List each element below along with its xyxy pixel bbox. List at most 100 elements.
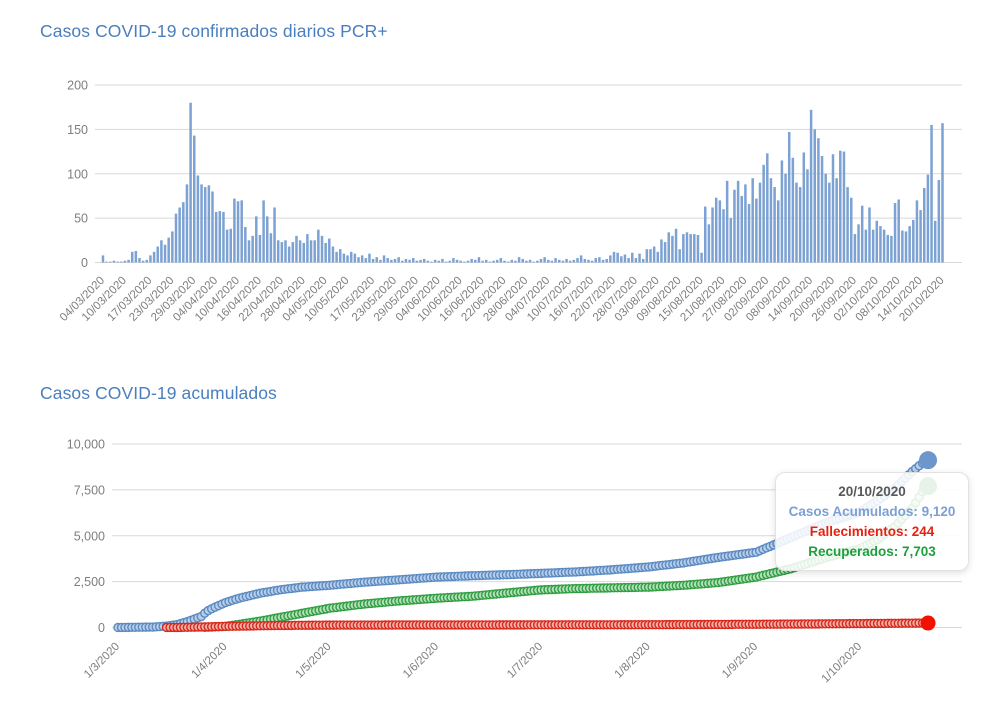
- bar[interactable]: [262, 200, 265, 263]
- bar[interactable]: [506, 261, 510, 263]
- bar[interactable]: [795, 182, 798, 263]
- bar[interactable]: [171, 231, 174, 263]
- bar[interactable]: [236, 201, 240, 263]
- bar[interactable]: [660, 239, 663, 263]
- bar[interactable]: [678, 249, 681, 263]
- bar[interactable]: [693, 234, 696, 263]
- bar[interactable]: [353, 253, 357, 263]
- bar[interactable]: [700, 252, 703, 263]
- bar[interactable]: [758, 182, 762, 263]
- bar[interactable]: [813, 129, 817, 263]
- bar[interactable]: [317, 229, 320, 263]
- bar[interactable]: [886, 234, 890, 263]
- bar[interactable]: [474, 259, 477, 263]
- bar[interactable]: [572, 259, 576, 263]
- bar[interactable]: [163, 244, 167, 263]
- bar[interactable]: [463, 261, 466, 263]
- bar[interactable]: [459, 260, 462, 263]
- bar[interactable]: [609, 255, 612, 263]
- end-marker-fallecimientos[interactable]: [920, 615, 936, 631]
- bar[interactable]: [747, 203, 751, 263]
- bar[interactable]: [514, 260, 517, 263]
- bar[interactable]: [528, 259, 532, 263]
- bar[interactable]: [605, 258, 608, 263]
- bar[interactable]: [820, 156, 824, 263]
- bar[interactable]: [857, 224, 860, 263]
- bar[interactable]: [255, 216, 258, 263]
- bar[interactable]: [331, 246, 335, 263]
- bar[interactable]: [824, 173, 827, 263]
- bar[interactable]: [149, 255, 152, 263]
- bar[interactable]: [167, 237, 170, 263]
- bar[interactable]: [244, 227, 247, 263]
- bar[interactable]: [755, 198, 758, 263]
- bar[interactable]: [685, 232, 689, 263]
- bar[interactable]: [784, 173, 787, 263]
- bar[interactable]: [612, 251, 616, 263]
- bar[interactable]: [101, 255, 105, 263]
- bar[interactable]: [864, 229, 868, 263]
- bar[interactable]: [766, 153, 769, 263]
- bar[interactable]: [335, 251, 338, 263]
- bar[interactable]: [904, 231, 908, 263]
- bar[interactable]: [200, 184, 203, 263]
- bar[interactable]: [787, 132, 791, 263]
- bar[interactable]: [455, 259, 459, 263]
- bar[interactable]: [130, 251, 134, 263]
- bar[interactable]: [882, 229, 886, 263]
- bar[interactable]: [138, 258, 141, 263]
- bar[interactable]: [773, 187, 776, 263]
- bar[interactable]: [328, 238, 331, 263]
- bar[interactable]: [134, 250, 138, 263]
- bar[interactable]: [780, 160, 784, 263]
- bar[interactable]: [751, 178, 754, 263]
- bar[interactable]: [371, 258, 375, 263]
- bar[interactable]: [868, 207, 871, 263]
- bar[interactable]: [933, 220, 937, 263]
- bar[interactable]: [762, 164, 765, 263]
- bar[interactable]: [725, 180, 729, 263]
- bar[interactable]: [368, 253, 371, 263]
- bar[interactable]: [211, 191, 214, 263]
- bar[interactable]: [565, 258, 568, 263]
- bar[interactable]: [269, 233, 273, 263]
- bar[interactable]: [280, 242, 284, 263]
- bar[interactable]: [466, 260, 470, 263]
- bar[interactable]: [736, 180, 740, 263]
- bar[interactable]: [302, 242, 306, 263]
- bar[interactable]: [912, 219, 915, 263]
- bar[interactable]: [444, 261, 448, 263]
- bar[interactable]: [740, 195, 744, 263]
- bar[interactable]: [908, 226, 911, 263]
- bar[interactable]: [711, 207, 714, 263]
- bar[interactable]: [225, 229, 229, 263]
- bar[interactable]: [937, 179, 941, 263]
- bar[interactable]: [485, 259, 488, 263]
- bar[interactable]: [258, 234, 262, 263]
- bar[interactable]: [397, 257, 400, 263]
- bar[interactable]: [674, 228, 678, 263]
- bar[interactable]: [587, 259, 590, 263]
- bar[interactable]: [174, 213, 178, 263]
- bar[interactable]: [663, 242, 667, 263]
- bar[interactable]: [561, 260, 565, 263]
- bar[interactable]: [828, 182, 831, 263]
- bar[interactable]: [477, 257, 481, 263]
- bar[interactable]: [185, 184, 189, 263]
- bar[interactable]: [313, 240, 316, 263]
- bar[interactable]: [634, 258, 638, 263]
- bar[interactable]: [871, 229, 875, 263]
- bar[interactable]: [649, 249, 652, 263]
- bar[interactable]: [495, 259, 499, 263]
- bar[interactable]: [510, 259, 514, 263]
- bar[interactable]: [160, 240, 163, 263]
- bar[interactable]: [839, 150, 842, 263]
- bar[interactable]: [448, 260, 452, 263]
- bar[interactable]: [616, 252, 619, 263]
- bar[interactable]: [415, 260, 419, 263]
- bar[interactable]: [426, 260, 430, 263]
- bar[interactable]: [875, 220, 879, 263]
- bar[interactable]: [247, 240, 251, 263]
- bar[interactable]: [404, 258, 408, 263]
- bar[interactable]: [656, 251, 660, 263]
